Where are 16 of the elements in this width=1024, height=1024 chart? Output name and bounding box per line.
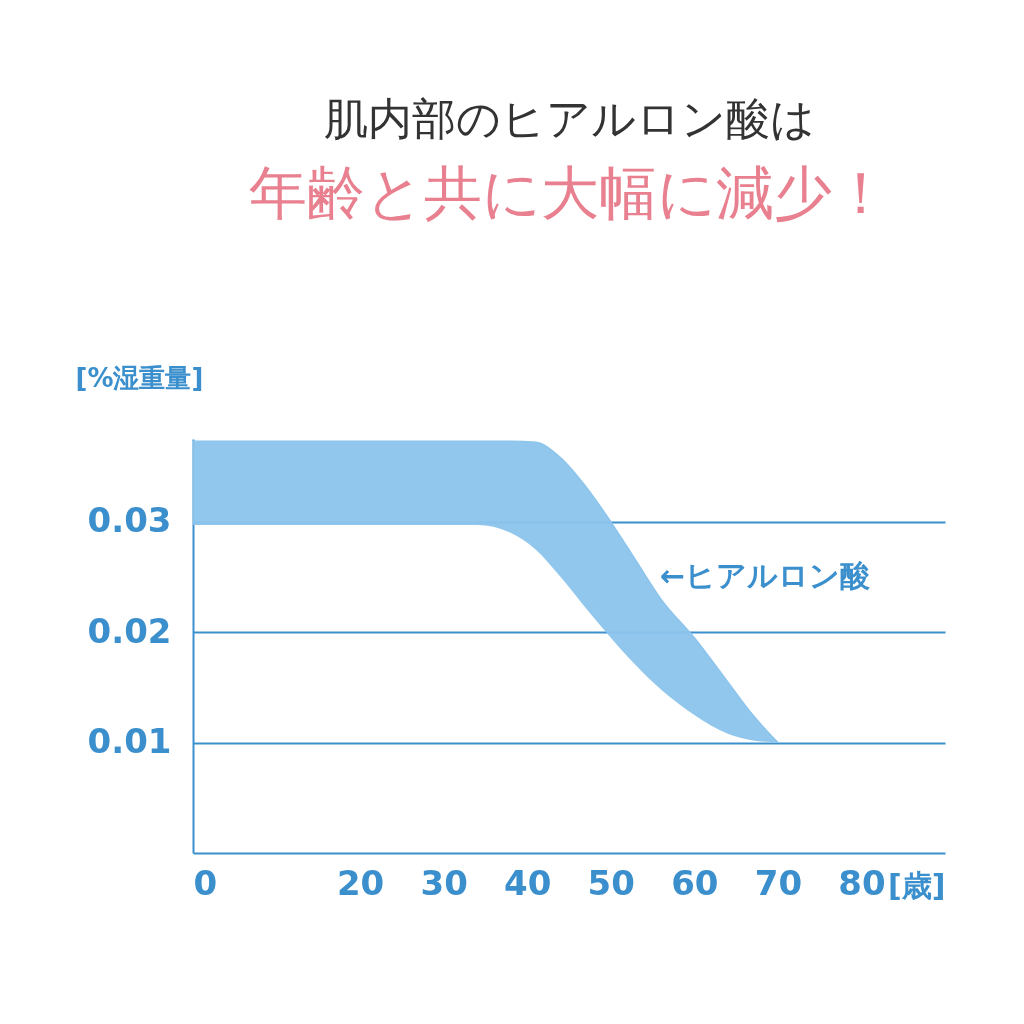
- x-tick-label: 20: [336, 862, 385, 903]
- x-tick-label: 70: [754, 862, 803, 903]
- y-tick-label: 0.03: [87, 500, 172, 541]
- x-tick-label: 80: [838, 862, 886, 903]
- x-tick-label: 50: [587, 862, 635, 903]
- y-tick-label: 0.02: [87, 610, 172, 651]
- x-tick-label: 40: [504, 862, 552, 903]
- x-tick-label: 60: [671, 862, 719, 903]
- chart-subtitle: 年齢と共に大幅に減少！: [248, 159, 890, 227]
- y-axis-title: [%湿重量]: [75, 362, 204, 393]
- chart-title: 肌内部のヒアルロン酸は: [323, 93, 815, 144]
- series-label: ←ヒアルロン酸: [660, 558, 871, 593]
- x-tick-label: 30: [420, 862, 468, 903]
- x-axis-title: [歳]: [888, 867, 946, 903]
- x-tick-label: 0: [193, 862, 218, 903]
- y-tick-label: 0.01: [87, 721, 172, 762]
